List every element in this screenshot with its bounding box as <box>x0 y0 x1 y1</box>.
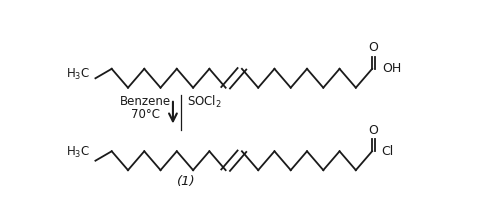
Text: Cl: Cl <box>382 145 394 158</box>
Text: O: O <box>368 41 378 54</box>
Text: Benzene: Benzene <box>120 95 172 108</box>
Text: (1): (1) <box>177 175 196 188</box>
Text: O: O <box>368 124 378 137</box>
Text: SOCl$_2$: SOCl$_2$ <box>186 93 222 109</box>
Text: H$_3$C: H$_3$C <box>66 145 90 160</box>
Text: OH: OH <box>382 62 402 75</box>
Text: 70°C: 70°C <box>132 108 160 121</box>
Text: H$_3$C: H$_3$C <box>66 67 90 82</box>
